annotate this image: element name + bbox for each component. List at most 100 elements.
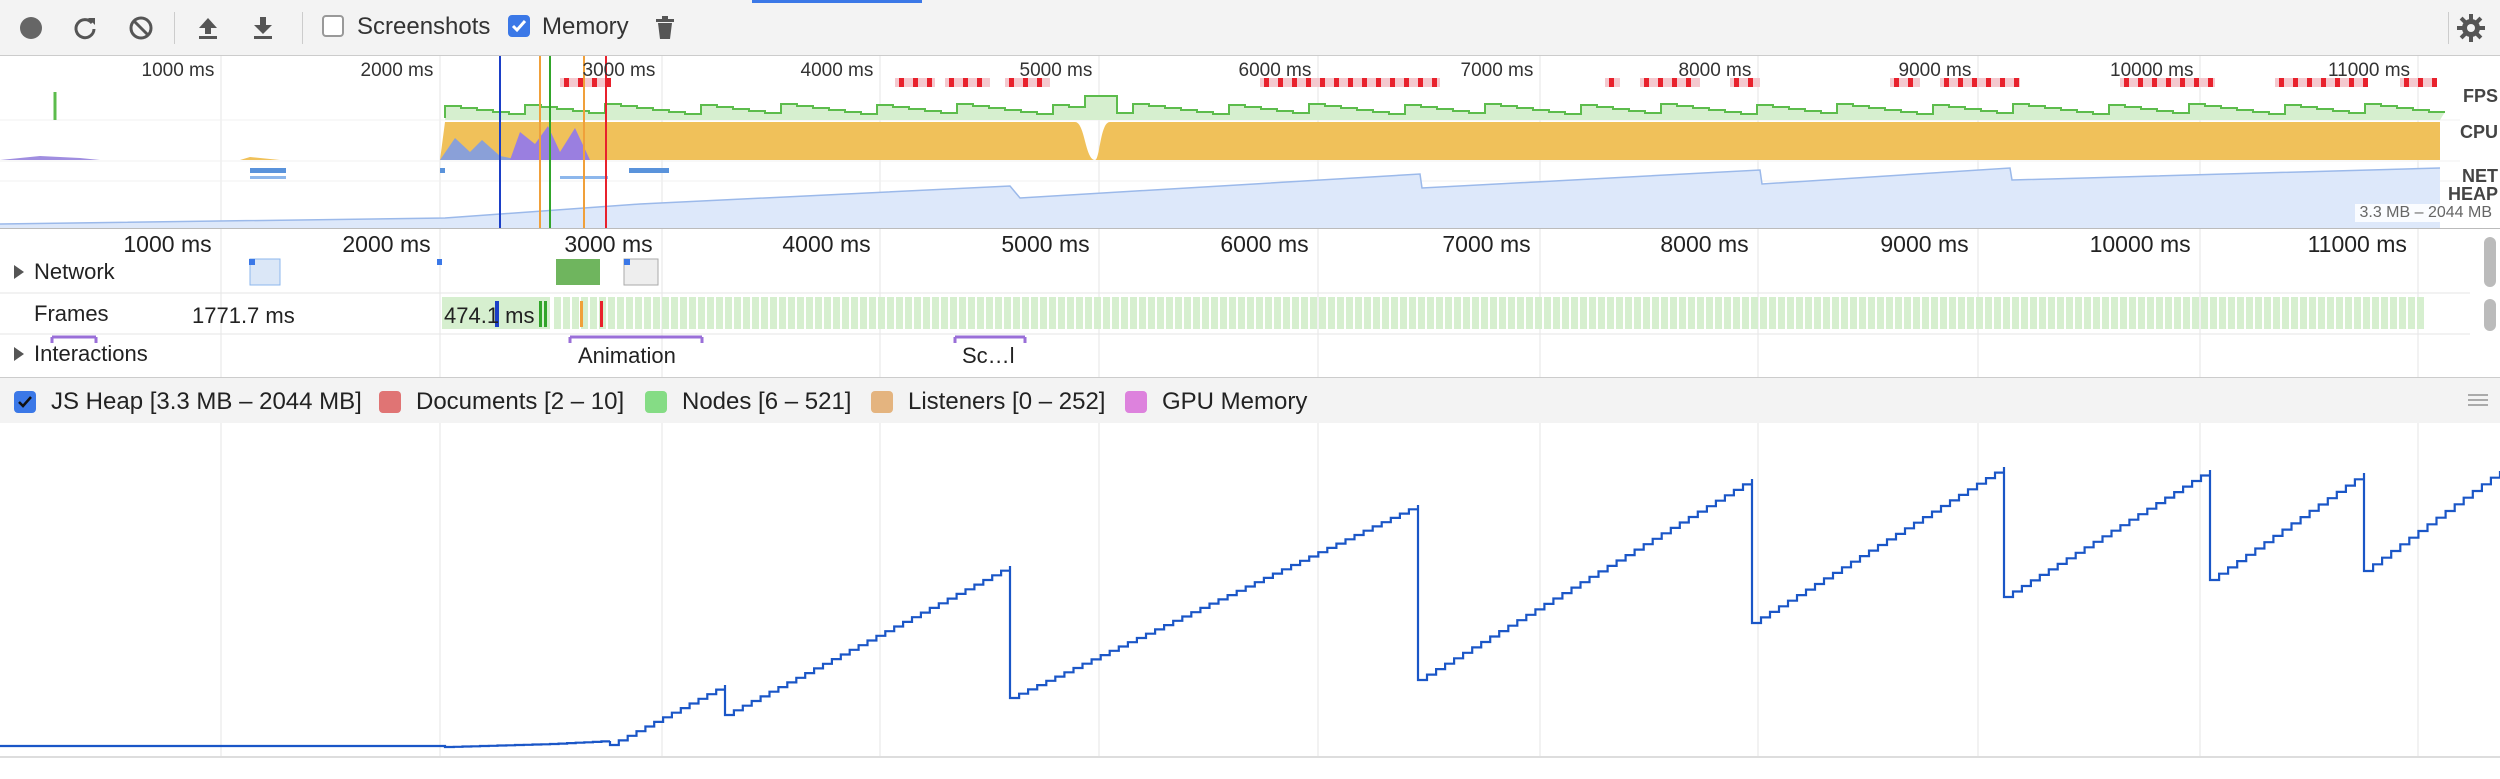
reload-button[interactable]	[70, 13, 100, 43]
graph-bottom-border	[0, 756, 2500, 779]
frame-block	[644, 297, 651, 329]
documents-checkbox[interactable]	[379, 391, 401, 413]
frame-block	[1994, 297, 2001, 329]
frames-track-label[interactable]: Frames	[34, 301, 109, 326]
flame-scrollbar-thumb[interactable]	[2484, 237, 2496, 287]
frame-block	[797, 297, 804, 329]
interactions-expand-icon[interactable]	[14, 347, 24, 361]
frame-block	[2264, 297, 2271, 329]
frame-block	[896, 297, 903, 329]
frame-block	[1067, 297, 1074, 329]
frame-block	[2381, 297, 2388, 329]
frame-block	[1319, 297, 1326, 329]
record-button[interactable]	[16, 13, 46, 43]
heap-line	[0, 167, 2441, 225]
toolbar-separator	[174, 12, 175, 44]
gpu-memory-checkbox[interactable]	[1125, 391, 1147, 413]
frame-block	[617, 297, 624, 329]
network-request-start	[624, 259, 630, 265]
frame-block	[1715, 297, 1722, 329]
frame-block	[995, 297, 1002, 329]
frame-block	[2372, 297, 2379, 329]
network-track-label[interactable]: Network	[34, 259, 115, 284]
frame-block	[2120, 297, 2127, 329]
documents-counter[interactable]: Documents [2 – 10]	[379, 388, 624, 416]
collect-garbage-button[interactable]	[650, 13, 680, 43]
frame-block	[1463, 297, 1470, 329]
frame-block	[1931, 297, 1938, 329]
frame-block	[1661, 297, 1668, 329]
fps-jank-marker	[2166, 78, 2171, 87]
frame-block	[1733, 297, 1740, 329]
frame-block	[581, 297, 588, 329]
fps-jank-region	[1640, 78, 1700, 87]
drag-handle-icon[interactable]	[2468, 393, 2488, 407]
interactions-track-label[interactable]: Interactions	[34, 341, 148, 366]
frame-block	[1355, 297, 1362, 329]
frame-block	[1508, 297, 1515, 329]
screenshots-checkbox[interactable]	[322, 15, 344, 37]
frame-block	[1112, 297, 1119, 329]
frame-block	[932, 297, 939, 329]
js-heap-checkbox[interactable]	[14, 391, 36, 413]
timeline-overview[interactable]: 1000 ms 2000 ms 3000 ms 4000 ms 5000 ms 6000 …	[0, 56, 2500, 229]
overview-graph	[0, 56, 2460, 228]
fps-jank-marker	[592, 78, 597, 87]
frame-block	[1445, 297, 1452, 329]
frame-block	[1211, 297, 1218, 329]
frame-block	[671, 297, 678, 329]
checkmark-icon	[511, 20, 527, 33]
nodes-counter[interactable]: Nodes [6 – 521]	[645, 388, 851, 416]
frame-block	[1040, 297, 1047, 329]
frame-block	[2165, 297, 2172, 329]
clear-button[interactable]	[126, 13, 156, 43]
fps-jank-marker	[1320, 78, 1325, 87]
frame-block	[635, 297, 642, 329]
frame-block	[950, 297, 957, 329]
flame-scrollbar-thumb[interactable]	[2484, 299, 2496, 331]
fps-jank-region	[2275, 78, 2365, 87]
frame-marker	[539, 301, 542, 327]
frame-block	[851, 297, 858, 329]
frame-block	[1958, 297, 1965, 329]
fps-jank-marker	[949, 78, 954, 87]
listeners-checkbox[interactable]	[871, 391, 893, 413]
frame-block	[590, 297, 597, 329]
frame-block	[1922, 297, 1929, 329]
cpu-track-label: CPU	[2459, 122, 2498, 142]
frame-block	[977, 297, 984, 329]
fps-jank-marker	[1334, 78, 1339, 87]
fps-jank-marker	[1404, 78, 1409, 87]
frame-block	[2399, 297, 2406, 329]
frame-block	[608, 297, 615, 329]
fps-jank-marker	[1609, 78, 1614, 87]
memory-counter-graph[interactable]	[0, 423, 2500, 756]
flame-chart[interactable]: 1000 ms 2000 ms 3000 ms 4000 ms 5000 ms 6000 …	[0, 229, 2500, 377]
frame-marker	[600, 301, 603, 327]
frame-block	[1742, 297, 1749, 329]
js-heap-counter[interactable]: JS Heap [3.3 MB – 2044 MB]	[14, 388, 362, 416]
frame-block	[1571, 297, 1578, 329]
nodes-checkbox[interactable]	[645, 391, 667, 413]
flame-tick-label: 4000 ms	[782, 231, 871, 257]
interaction-scroll-label[interactable]: Sc…l	[962, 343, 1015, 368]
fps-jank-marker	[2124, 78, 2129, 87]
gpu-memory-counter[interactable]: GPU Memory	[1125, 388, 1307, 416]
frame-block	[1562, 297, 1569, 329]
network-expand-icon[interactable]	[14, 265, 24, 279]
settings-button[interactable]	[2456, 13, 2486, 43]
frame-duration-label: 474.1 ms	[444, 303, 535, 328]
flame-tick-label: 1000 ms	[123, 231, 212, 257]
fps-jank-marker	[1362, 78, 1367, 87]
frame-block	[968, 297, 975, 329]
fps-jank-marker	[1644, 78, 1649, 87]
interaction-animation-label[interactable]: Animation	[578, 343, 676, 368]
frame-marker	[544, 301, 547, 327]
listeners-counter[interactable]: Listeners [0 – 252]	[871, 388, 1105, 416]
frame-block	[869, 297, 876, 329]
frame-block	[662, 297, 669, 329]
memory-checkbox[interactable]	[508, 15, 530, 37]
frame-block	[1490, 297, 1497, 329]
load-profile-button[interactable]	[193, 13, 223, 43]
save-profile-button[interactable]	[248, 13, 278, 43]
